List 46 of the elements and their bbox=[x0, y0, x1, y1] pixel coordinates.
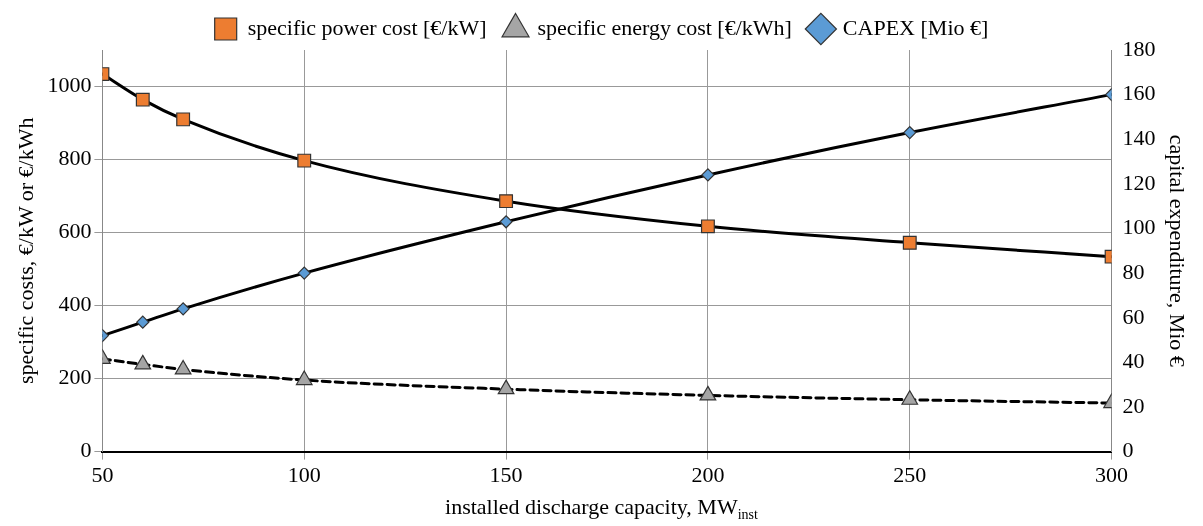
point bbox=[499, 194, 514, 209]
point bbox=[295, 370, 313, 386]
x-tick-label: 100 bbox=[287, 461, 321, 487]
y2-tick-label: 100 bbox=[1122, 214, 1156, 240]
point bbox=[174, 359, 192, 375]
y2-tick-label: 160 bbox=[1122, 80, 1156, 106]
x-tick-label: 250 bbox=[893, 461, 927, 487]
y2-tick-label: 0 bbox=[1122, 437, 1134, 463]
point bbox=[134, 354, 152, 370]
y-tick-label: 400 bbox=[58, 291, 92, 317]
legend-label: CAPEX [Mio €] bbox=[842, 14, 989, 40]
x-tick-label: 150 bbox=[489, 461, 523, 487]
y-tick-label: 800 bbox=[58, 145, 92, 171]
point bbox=[176, 112, 191, 127]
point bbox=[699, 385, 717, 401]
y2-tick-label: 20 bbox=[1122, 392, 1145, 418]
x-tick-label: 300 bbox=[1095, 461, 1129, 487]
y-axis-title: specific costs, €/kW or €/kWh bbox=[12, 117, 38, 385]
point bbox=[499, 215, 513, 229]
x-tick-label: 200 bbox=[691, 461, 725, 487]
point bbox=[297, 153, 312, 168]
point bbox=[901, 390, 919, 405]
y-tick-label: 0 bbox=[80, 437, 92, 463]
point bbox=[135, 92, 150, 107]
point bbox=[700, 219, 715, 234]
point bbox=[701, 168, 715, 182]
y2-tick-label: 40 bbox=[1122, 348, 1145, 374]
y2-tick-label: 180 bbox=[1122, 35, 1156, 61]
y-tick-label: 200 bbox=[58, 364, 92, 390]
y2-tick-label: 80 bbox=[1122, 258, 1145, 284]
legend-label: specific energy cost [€/kWh] bbox=[537, 14, 792, 40]
point bbox=[902, 235, 917, 250]
y-tick-label: 1000 bbox=[47, 72, 92, 98]
x-axis-title: installed discharge capacity, MW$_{inst}$ bbox=[444, 494, 759, 524]
y2-axis-title: capital expenditure, Mio € bbox=[1165, 134, 1191, 367]
point bbox=[497, 379, 515, 395]
point bbox=[136, 315, 150, 329]
y2-tick-label: 140 bbox=[1122, 125, 1156, 151]
x-tick-label: 50 bbox=[91, 461, 114, 487]
legend-label: specific power cost [€/kW] bbox=[247, 14, 487, 40]
y-tick-label: 600 bbox=[58, 218, 92, 244]
y2-tick-label: 60 bbox=[1122, 303, 1145, 329]
point bbox=[903, 125, 917, 140]
y2-tick-label: 120 bbox=[1122, 169, 1156, 195]
point bbox=[297, 266, 311, 280]
point bbox=[176, 302, 190, 316]
